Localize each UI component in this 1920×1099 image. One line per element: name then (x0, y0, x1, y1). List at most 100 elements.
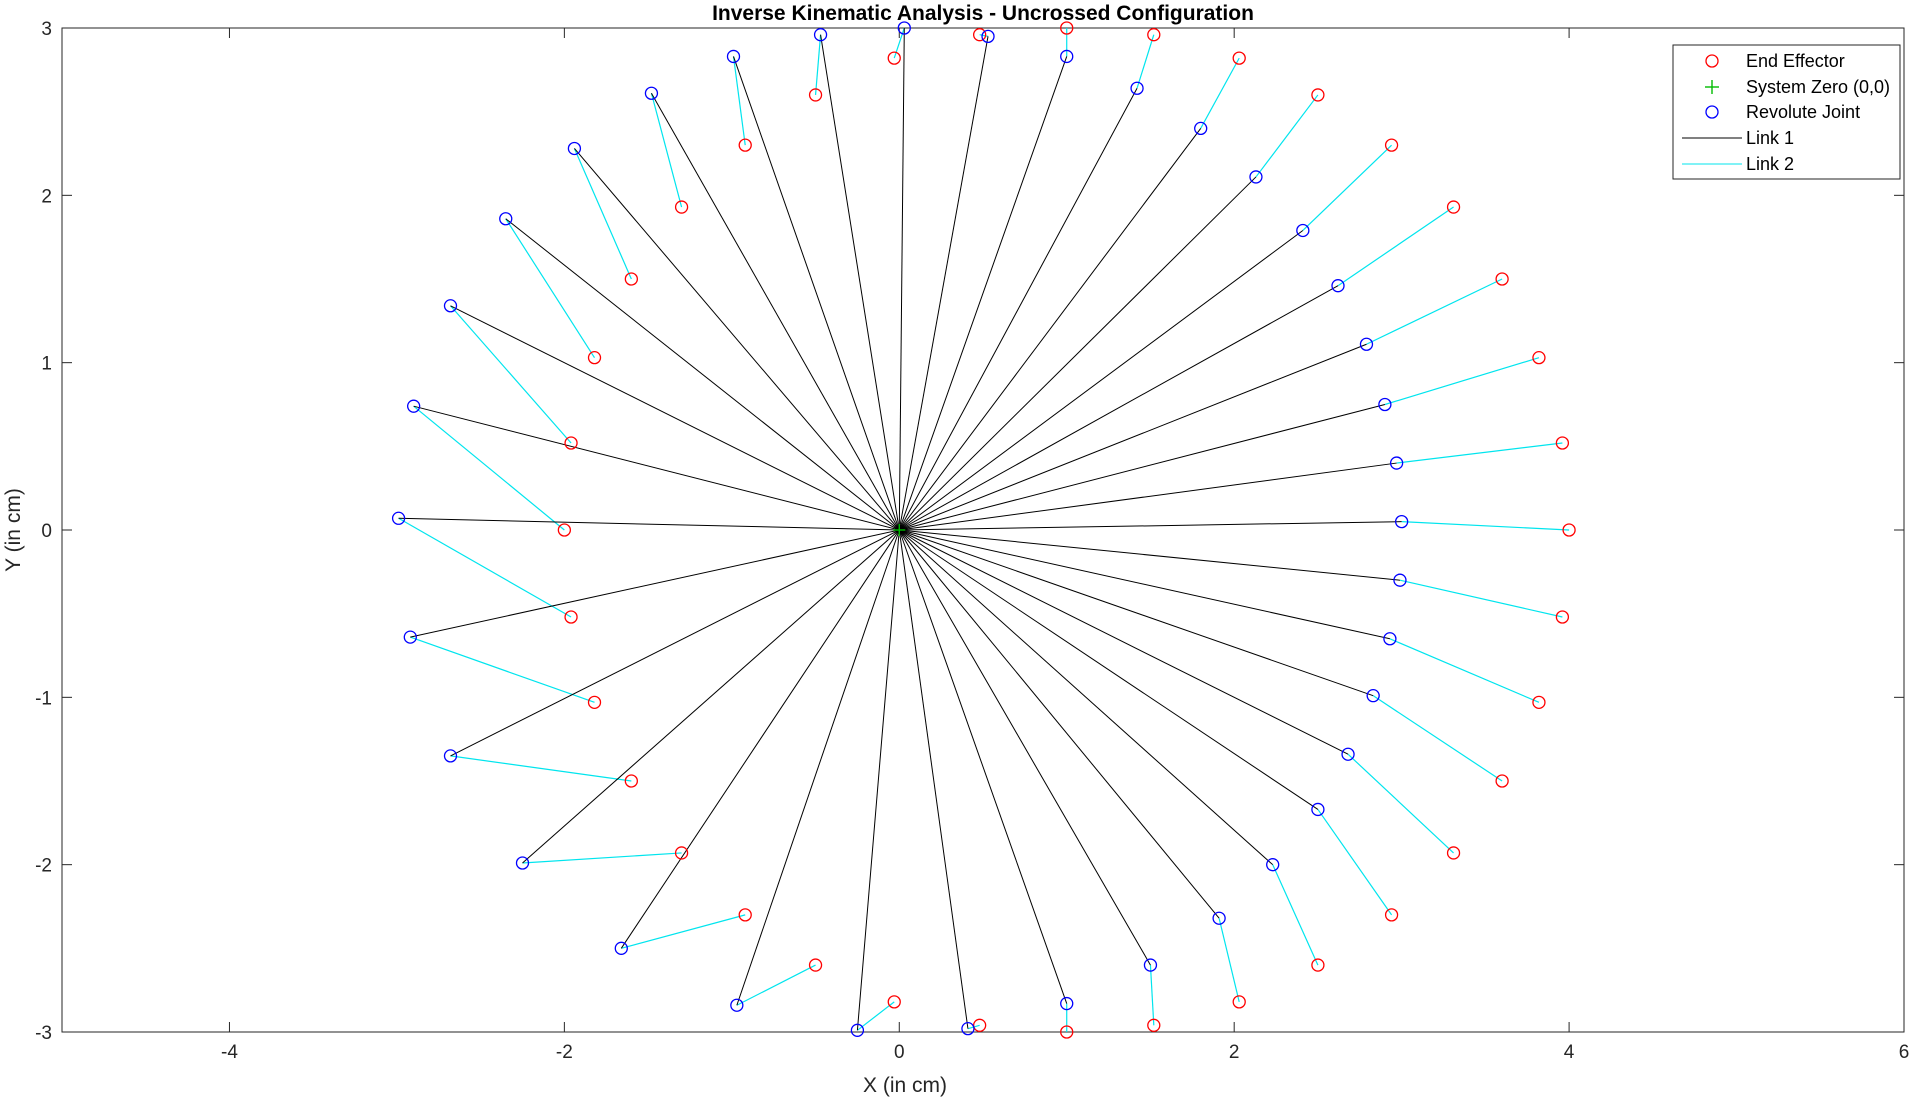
revolute-joint-marker (403, 630, 417, 644)
x-tick-label: 4 (1564, 1042, 1575, 1063)
revolute-joint-marker (1383, 632, 1397, 646)
link-2-line (1337, 206, 1454, 287)
link-1-line (898, 27, 905, 531)
legend-label-link-1: Link 1 (1746, 128, 1794, 148)
link-1-line (899, 343, 1367, 531)
plot-area (61, 27, 1905, 1033)
revolute-joint-marker (850, 1023, 865, 1037)
y-tick-label: 2 (41, 186, 52, 207)
x-tick-label: -2 (556, 1042, 573, 1063)
legend-symbol-system-zero (1705, 80, 1719, 94)
link-1-line (733, 56, 900, 531)
link-1-line (898, 88, 1138, 531)
link-2-line (1399, 579, 1563, 618)
end-effector-marker (1060, 1025, 1074, 1039)
link-2-line (1218, 918, 1240, 1003)
legend-label-end-effector: End Effector (1746, 51, 1845, 71)
revolute-joint-marker (813, 28, 828, 42)
link-2-line (573, 148, 632, 280)
link-2-line (450, 305, 572, 444)
revolute-joint-marker (981, 29, 995, 44)
revolute-joint-marker (614, 941, 628, 955)
link-2-line (1136, 34, 1155, 89)
link-1-line (450, 305, 900, 531)
revolute-joint-marker (1194, 121, 1208, 136)
end-effector-marker (674, 200, 689, 214)
link-2-line (814, 34, 822, 95)
revolute-joint-marker (1296, 223, 1310, 238)
link-1-line (574, 148, 900, 531)
end-effector-marker (1495, 774, 1509, 788)
revolute-joint-marker (897, 21, 911, 35)
link-1-line (413, 405, 900, 531)
end-effector-marker (564, 610, 578, 624)
link-1-line (899, 529, 1374, 697)
link-1-line (899, 529, 1349, 755)
revolute-joint-marker (644, 86, 659, 100)
revolute-joint-marker (391, 511, 406, 525)
end-effector-marker (1384, 908, 1399, 922)
link-2-line (522, 852, 682, 864)
link-1-line (898, 529, 1274, 866)
end-effector-marker (1147, 28, 1161, 42)
end-effector-marker (1060, 21, 1074, 35)
revolute-joint-marker (1389, 456, 1404, 470)
end-effector-marker (1446, 200, 1461, 214)
end-effector-marker (808, 88, 823, 102)
link-2-line (1384, 357, 1540, 406)
link-1-line (899, 521, 1402, 531)
end-effector-marker (1555, 436, 1570, 450)
y-tick-label: -1 (35, 688, 52, 709)
legend-symbol-end-effector (1705, 54, 1719, 68)
link-2-line (1372, 695, 1503, 782)
end-effector-marker (1562, 523, 1576, 537)
link-2-line (857, 1001, 895, 1031)
revolute-joint-marker (1394, 514, 1409, 529)
x-tick-label: 2 (1229, 1042, 1240, 1063)
revolute-joint-marker (515, 856, 530, 870)
y-tick-label: 0 (41, 521, 52, 542)
link-2-line (1317, 809, 1393, 916)
end-effector-marker (1532, 695, 1546, 710)
end-effector-marker (1232, 51, 1246, 65)
link-2-line (1255, 94, 1319, 178)
end-effector-marker (564, 436, 578, 450)
link-2-line (1396, 442, 1563, 464)
legend-label-revolute-joint: Revolute Joint (1746, 102, 1860, 122)
revolute-joint-marker (1341, 747, 1355, 761)
chart-title: Inverse Kinematic Analysis - Uncrossed C… (712, 2, 1254, 25)
end-effector-marker (587, 695, 602, 710)
end-effector-marker (674, 846, 689, 860)
link-1-line (398, 517, 900, 531)
link-2-line (1389, 638, 1540, 703)
link-2-line (505, 218, 596, 358)
end-effector-marker (738, 908, 752, 922)
end-effector-marker (887, 51, 901, 65)
revolute-joint-marker (1249, 170, 1263, 184)
link-2-line (450, 755, 632, 782)
link-1-line (898, 529, 1319, 810)
end-effector-marker (1532, 350, 1546, 365)
revolute-joint-marker (1393, 573, 1407, 587)
link-1-line (620, 529, 900, 949)
end-effector-marker (587, 350, 602, 365)
revolute-joint-marker (443, 299, 458, 313)
link-1-line (899, 285, 1339, 531)
end-effector-marker (1495, 272, 1509, 286)
link-1-line (898, 56, 1068, 531)
revolute-joint-marker (1060, 996, 1074, 1011)
revolute-joint-marker (1366, 689, 1380, 703)
link-2-line (736, 964, 816, 1006)
link-2-line (621, 914, 746, 949)
link-1-line (651, 93, 900, 531)
x-tick-label: 0 (894, 1042, 905, 1063)
legend: End Effector System Zero (0,0) Revolute … (1672, 44, 1901, 180)
end-effector-marker (1384, 138, 1399, 152)
link-1-line (522, 529, 900, 864)
link-1-line (899, 462, 1397, 531)
legend-label-link-2: Link 2 (1746, 154, 1794, 174)
revolute-joint-marker (1311, 802, 1325, 817)
link-2-line (1272, 864, 1319, 966)
link-1-line (820, 34, 900, 531)
end-effector-marker (624, 272, 638, 286)
